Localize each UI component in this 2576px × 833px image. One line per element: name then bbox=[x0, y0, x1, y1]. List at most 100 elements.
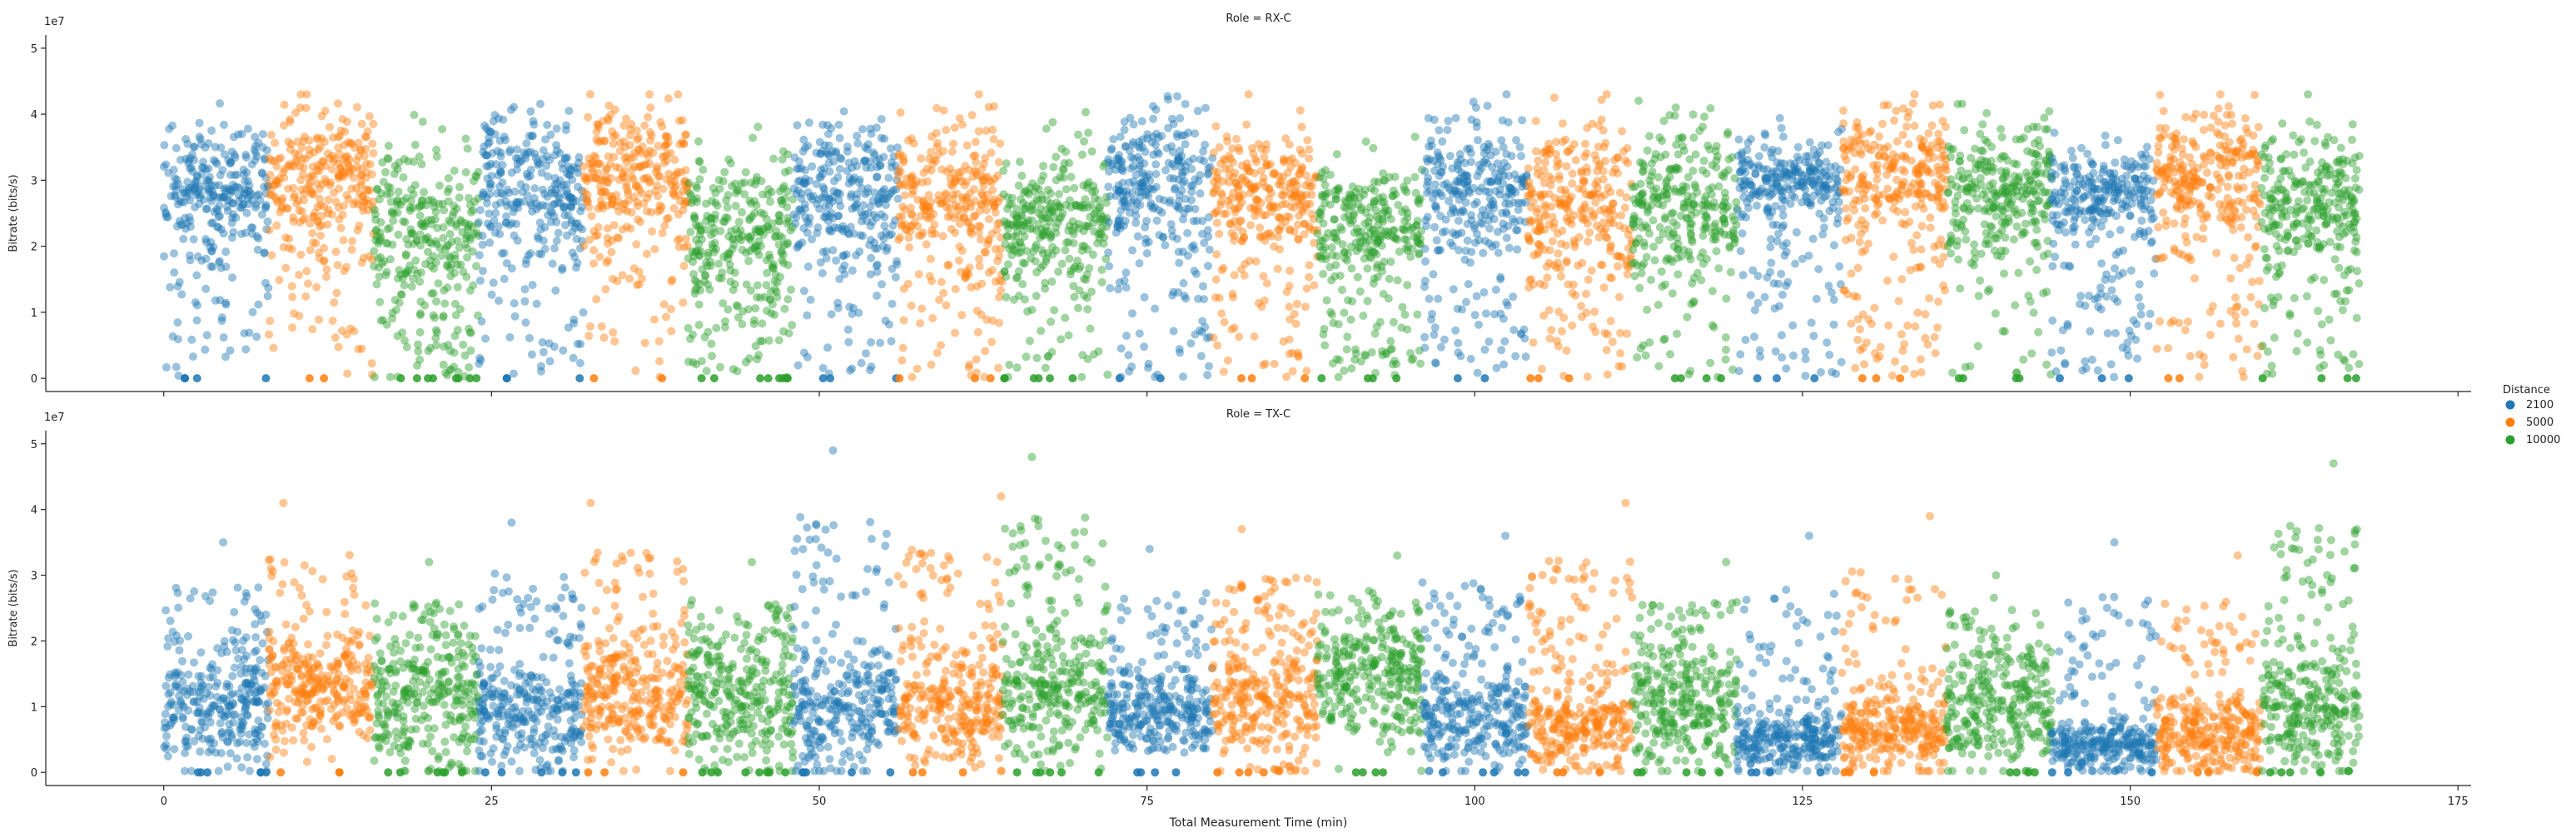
data-point bbox=[475, 251, 484, 260]
data-point bbox=[1037, 176, 1046, 185]
data-point bbox=[455, 182, 464, 192]
data-point bbox=[1732, 220, 1741, 229]
data-point bbox=[1557, 239, 1566, 248]
data-point bbox=[895, 212, 904, 222]
data-point bbox=[277, 197, 286, 205]
data-point bbox=[1087, 147, 1097, 156]
data-point bbox=[293, 137, 302, 147]
data-point bbox=[1700, 200, 1709, 209]
data-point bbox=[1483, 102, 1492, 110]
data-point bbox=[839, 107, 848, 116]
data-point bbox=[625, 274, 634, 283]
data-point bbox=[354, 200, 363, 209]
data-point bbox=[1180, 292, 1189, 301]
data-point bbox=[1637, 197, 1646, 207]
data-point bbox=[260, 249, 269, 257]
data-point bbox=[223, 196, 232, 205]
data-point bbox=[1804, 252, 1813, 260]
data-point bbox=[235, 183, 244, 192]
data-point bbox=[1629, 215, 1638, 224]
data-point bbox=[903, 174, 912, 183]
data-point bbox=[1650, 154, 1659, 163]
data-point bbox=[465, 363, 474, 372]
data-point bbox=[1767, 148, 1775, 157]
data-point bbox=[1640, 242, 1649, 251]
data-point bbox=[1228, 289, 1237, 298]
data-point bbox=[974, 90, 983, 99]
data-point bbox=[703, 262, 712, 271]
data-point bbox=[402, 342, 411, 352]
data-point bbox=[748, 133, 758, 142]
data-point bbox=[1549, 261, 1559, 270]
data-point bbox=[540, 189, 550, 198]
data-point bbox=[246, 223, 256, 232]
data-point bbox=[189, 235, 198, 244]
data-point bbox=[296, 90, 306, 99]
data-point bbox=[1082, 275, 1091, 284]
data-point bbox=[1712, 247, 1721, 256]
data-point bbox=[216, 171, 225, 180]
data-point bbox=[178, 221, 187, 229]
data-point bbox=[1470, 221, 1479, 230]
data-point bbox=[1484, 139, 1493, 148]
data-point bbox=[669, 190, 678, 198]
data-point bbox=[333, 261, 342, 270]
data-point bbox=[264, 181, 273, 190]
data-point bbox=[1244, 90, 1253, 99]
data-point bbox=[1116, 344, 1126, 353]
data-point bbox=[225, 186, 234, 195]
data-point bbox=[1435, 126, 1444, 135]
data-point bbox=[645, 90, 654, 99]
data-point bbox=[1591, 180, 1600, 189]
data-point bbox=[1463, 236, 1472, 245]
data-point bbox=[1305, 261, 1314, 270]
data-point bbox=[256, 196, 265, 205]
data-point bbox=[358, 192, 367, 201]
data-point bbox=[742, 280, 751, 289]
data-point bbox=[1060, 159, 1069, 167]
data-point bbox=[1489, 215, 1499, 224]
data-point bbox=[756, 374, 765, 383]
data-point bbox=[927, 360, 936, 369]
data-point bbox=[361, 144, 370, 153]
data-point bbox=[1631, 182, 1639, 192]
data-point bbox=[867, 253, 876, 262]
data-point bbox=[1109, 135, 1118, 144]
data-point bbox=[495, 297, 503, 305]
data-point bbox=[1801, 355, 1810, 364]
data-point bbox=[1689, 297, 1698, 306]
data-point bbox=[1822, 157, 1831, 167]
data-point bbox=[182, 192, 191, 201]
data-point bbox=[1683, 312, 1692, 322]
data-point bbox=[1645, 132, 1654, 141]
data-point bbox=[1119, 196, 1128, 205]
data-point bbox=[1557, 327, 1566, 336]
data-point bbox=[1732, 197, 1741, 207]
data-point bbox=[1773, 178, 1782, 187]
data-point bbox=[486, 222, 495, 232]
data-point bbox=[222, 202, 231, 212]
data-point bbox=[565, 192, 574, 202]
data-point bbox=[361, 132, 370, 142]
data-point bbox=[339, 236, 348, 245]
data-point bbox=[800, 143, 809, 152]
data-point bbox=[1828, 367, 1837, 377]
data-point bbox=[205, 185, 214, 194]
data-point bbox=[821, 202, 830, 211]
data-point bbox=[1578, 208, 1587, 217]
data-point bbox=[312, 179, 321, 188]
data-point bbox=[764, 336, 773, 345]
data-point bbox=[258, 142, 267, 152]
data-point bbox=[741, 167, 750, 177]
data-point bbox=[353, 226, 362, 235]
data-point bbox=[288, 292, 297, 302]
data-point bbox=[228, 199, 237, 208]
data-point bbox=[1763, 273, 1772, 282]
data-point bbox=[753, 292, 762, 302]
data-point bbox=[160, 252, 168, 261]
data-point bbox=[1719, 172, 1728, 182]
data-point bbox=[1034, 197, 1043, 206]
data-point bbox=[1062, 185, 1071, 194]
data-point bbox=[1768, 220, 1778, 229]
data-point bbox=[1393, 235, 1402, 244]
